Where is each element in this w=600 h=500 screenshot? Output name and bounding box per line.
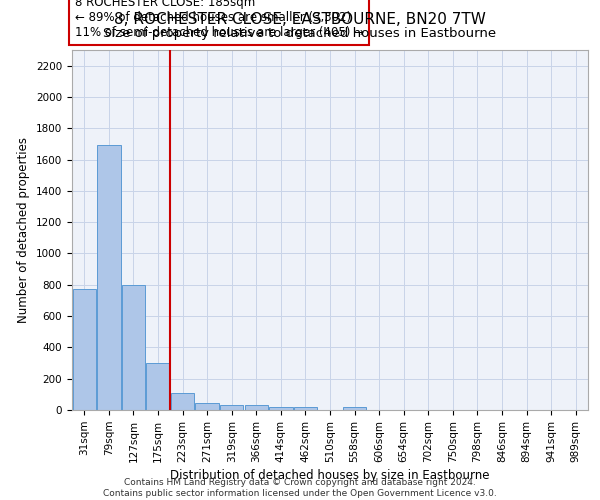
Bar xyxy=(73,290,96,410)
Bar xyxy=(97,146,121,410)
Text: 8 ROCHESTER CLOSE: 185sqm
← 89% of detached houses are smaller (3,302)
11% of se: 8 ROCHESTER CLOSE: 185sqm ← 89% of detac… xyxy=(74,0,364,39)
Bar xyxy=(146,363,170,410)
X-axis label: Distribution of detached houses by size in Eastbourne: Distribution of detached houses by size … xyxy=(170,469,490,482)
Bar xyxy=(220,404,244,410)
Bar xyxy=(294,407,317,410)
Bar xyxy=(343,407,366,410)
Text: Size of property relative to detached houses in Eastbourne: Size of property relative to detached ho… xyxy=(103,28,497,40)
Y-axis label: Number of detached properties: Number of detached properties xyxy=(17,137,31,323)
Bar xyxy=(171,393,194,410)
Text: Contains HM Land Registry data © Crown copyright and database right 2024.
Contai: Contains HM Land Registry data © Crown c… xyxy=(103,478,497,498)
Bar xyxy=(269,407,293,410)
Bar xyxy=(196,403,219,410)
Text: 8, ROCHESTER CLOSE, EASTBOURNE, BN20 7TW: 8, ROCHESTER CLOSE, EASTBOURNE, BN20 7TW xyxy=(114,12,486,28)
Bar xyxy=(245,406,268,410)
Bar xyxy=(122,285,145,410)
